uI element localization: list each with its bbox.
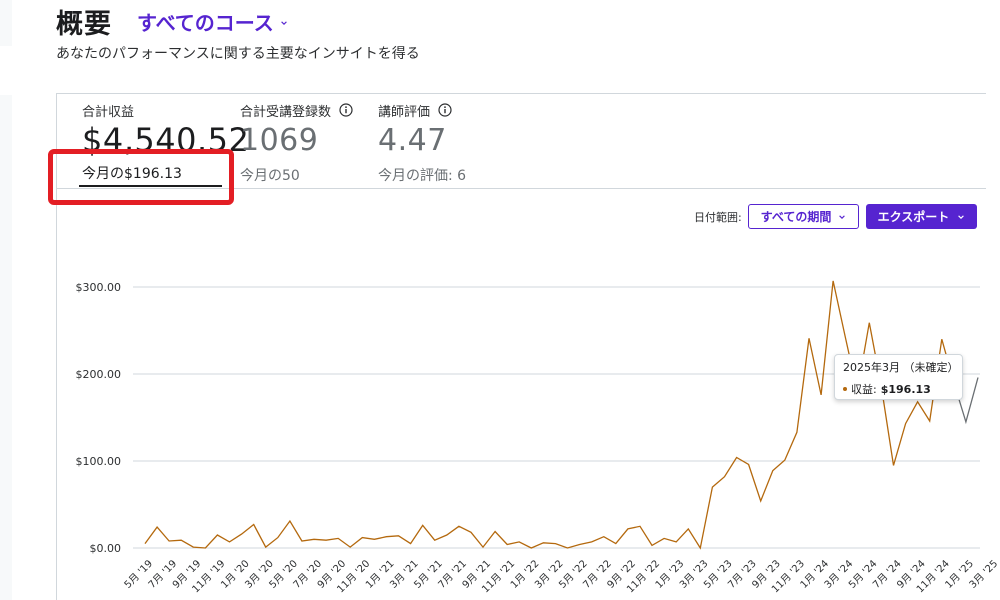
- tooltip-value: $196.13: [880, 382, 931, 396]
- sidebar-edge-lower: [0, 95, 12, 600]
- active-tab-underline: [79, 185, 222, 187]
- date-range-value: すべての期間: [760, 210, 832, 224]
- course-selector-label: すべてのコース: [137, 11, 274, 35]
- page-title: 概要: [56, 9, 112, 40]
- export-label: エクスポート: [877, 210, 950, 224]
- metric-label-row: 合計受講登録数: [240, 101, 353, 120]
- metric-value: 1069: [240, 123, 319, 158]
- metric-subtext: 今月の50: [240, 168, 300, 184]
- metric-label: 講師評価: [378, 104, 431, 120]
- tooltip-row: 収益: $196.13: [843, 381, 954, 397]
- metric-label: 合計受講登録数: [240, 104, 332, 120]
- chevron-down-icon: [958, 214, 965, 219]
- export-button[interactable]: エクスポート: [866, 204, 977, 229]
- page-subtitle: あなたのパフォーマンスに関する主要なインサイトを得る: [56, 46, 420, 62]
- metric-label-row: 講師評価: [378, 101, 466, 120]
- metric-label: 合計収益: [82, 104, 135, 120]
- info-icon[interactable]: [339, 103, 353, 117]
- metric-value: 4.47: [378, 123, 447, 158]
- chevron-down-icon: [839, 214, 846, 219]
- date-range-dropdown[interactable]: すべての期間: [748, 204, 859, 229]
- sidebar-edge: [0, 0, 12, 46]
- chart-tooltip: 2025年3月 （未確定） 収益: $196.13: [834, 354, 963, 400]
- metric-subtext: 今月の$196.13: [82, 166, 182, 182]
- chevron-down-icon: [281, 20, 287, 25]
- metric-subtext: 今月の評価: 6: [378, 168, 467, 184]
- metric-instructor-rating-tab[interactable]: 講師評価 4.47 今月の評価: 6: [378, 101, 466, 185]
- course-selector-dropdown[interactable]: すべてのコース: [137, 7, 288, 36]
- date-range-label: 日付範囲:: [694, 211, 742, 224]
- red-highlight-annotation: [48, 149, 234, 205]
- metric-total-enrollments-tab[interactable]: 合計受講登録数 1069 今月の50: [240, 101, 353, 185]
- tooltip-series-label: 収益:: [851, 383, 877, 396]
- info-icon[interactable]: [438, 103, 452, 117]
- overview-panel: [56, 93, 986, 600]
- metrics-divider: [56, 188, 986, 189]
- tooltip-title: 2025年3月 （未確定）: [843, 361, 959, 374]
- series-dot-icon: [843, 387, 847, 391]
